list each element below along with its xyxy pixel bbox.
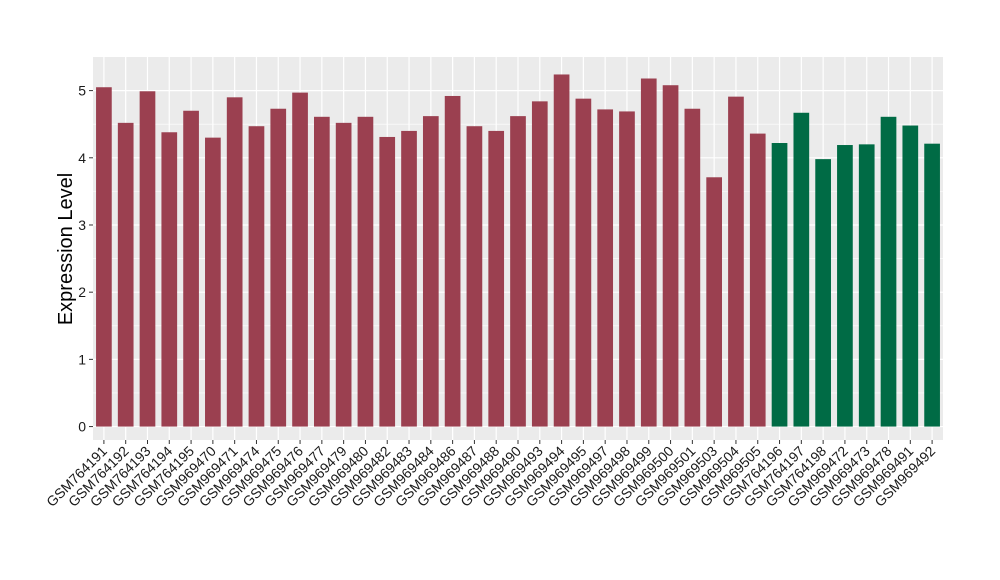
- bar-GSM969492: [924, 143, 940, 427]
- bar-GSM969476: [292, 92, 308, 427]
- bar-GSM764194: [161, 132, 178, 427]
- bar-GSM969483: [401, 130, 417, 427]
- y-tick-label: 5: [78, 83, 86, 99]
- bar-GSM764197: [793, 112, 810, 427]
- bar-GSM969475: [270, 108, 287, 427]
- bar-GSM969495: [575, 98, 592, 427]
- bar-GSM969505: [749, 133, 766, 427]
- bar-GSM969477: [314, 116, 330, 427]
- bar-GSM969471: [226, 97, 243, 427]
- bar-GSM764198: [815, 159, 831, 427]
- bar-GSM969501: [684, 108, 701, 427]
- bar-GSM969482: [379, 136, 396, 427]
- bar-GSM969493: [531, 101, 548, 427]
- y-tick-label: 0: [78, 419, 86, 435]
- bar-GSM969500: [662, 85, 679, 427]
- y-tick-label: 2: [78, 284, 86, 300]
- bar-GSM969494: [553, 74, 570, 427]
- x-axis: GSM764191GSM764192GSM764193GSM764194GSM7…: [43, 440, 938, 510]
- bar-GSM969470: [205, 137, 221, 427]
- bar-GSM969504: [728, 96, 744, 427]
- bar-GSM969497: [597, 109, 614, 427]
- bars: [96, 74, 940, 427]
- bar-GSM969473: [858, 144, 875, 427]
- y-axis-title: Expression Level: [55, 173, 77, 325]
- bar-GSM969499: [640, 78, 657, 427]
- y-tick-label: 1: [78, 351, 86, 367]
- bar-GSM969478: [880, 116, 897, 427]
- bar-GSM764193: [139, 91, 156, 427]
- bar-GSM764196: [771, 143, 788, 427]
- y-tick-label: 3: [78, 217, 86, 233]
- bar-GSM969479: [335, 122, 352, 427]
- bar-GSM764192: [117, 122, 134, 427]
- y-tick-label: 4: [78, 150, 86, 166]
- bar-GSM969480: [357, 116, 374, 427]
- bar-GSM969474: [248, 126, 265, 427]
- bar-GSM969488: [488, 130, 505, 427]
- bar-GSM969503: [706, 177, 722, 427]
- bar-GSM969490: [510, 116, 526, 427]
- y-axis: 0 1 2 3 4 5: [78, 83, 93, 435]
- bar-GSM969491: [902, 125, 919, 427]
- bar-GSM764195: [183, 110, 199, 427]
- bar-GSM969487: [466, 126, 483, 427]
- bar-GSM969472: [837, 145, 853, 427]
- bar-GSM764191: [96, 87, 112, 427]
- bar-GSM969498: [619, 111, 635, 427]
- bar-GSM969486: [444, 95, 461, 427]
- bar-GSM969484: [422, 116, 439, 427]
